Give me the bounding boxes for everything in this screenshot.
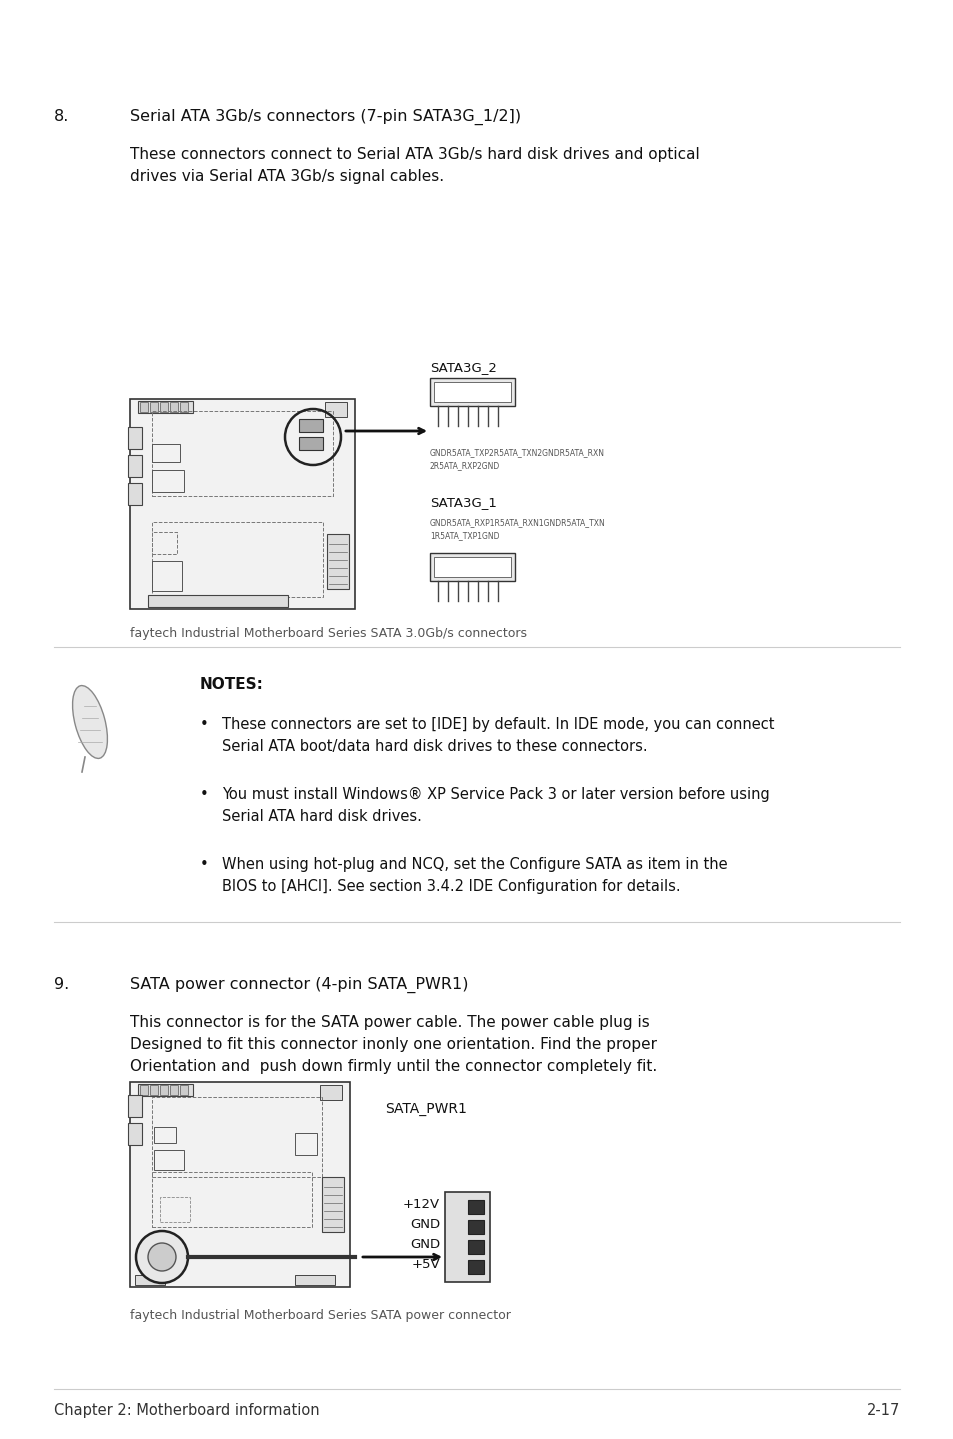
Text: •: • <box>200 717 209 732</box>
Bar <box>153 1127 175 1143</box>
Ellipse shape <box>72 685 108 758</box>
Bar <box>130 399 355 609</box>
Bar <box>128 484 142 505</box>
Text: +5V: +5V <box>411 1259 439 1272</box>
Text: 2R5ATA_RXP2GND: 2R5ATA_RXP2GND <box>430 460 499 471</box>
Text: faytech Industrial Motherboard Series SATA power connector: faytech Industrial Motherboard Series SA… <box>130 1309 511 1322</box>
Bar <box>130 1082 350 1286</box>
Bar <box>322 1177 344 1232</box>
Text: drives via Serial ATA 3Gb/s signal cables.: drives via Serial ATA 3Gb/s signal cable… <box>130 168 444 184</box>
Text: 1R5ATA_TXP1GND: 1R5ATA_TXP1GND <box>430 531 499 540</box>
Circle shape <box>136 1230 188 1284</box>
Bar <box>434 381 511 401</box>
Bar <box>152 471 184 492</box>
Text: 9.: 9. <box>54 977 70 991</box>
Bar <box>140 1085 148 1095</box>
Bar <box>294 1132 316 1156</box>
Text: •: • <box>200 858 209 872</box>
Text: This connector is for the SATA power cable. The power cable plug is: This connector is for the SATA power cab… <box>130 1014 649 1030</box>
Bar <box>468 1240 483 1253</box>
Bar <box>153 1150 184 1170</box>
Bar <box>298 419 323 432</box>
Text: SATA3G_2: SATA3G_2 <box>430 361 497 374</box>
Bar <box>294 1275 335 1285</box>
Bar <box>468 1200 483 1215</box>
Text: You must install Windows® XP Service Pack 3 or later version before using: You must install Windows® XP Service Pac… <box>222 787 769 802</box>
Bar <box>170 1085 178 1095</box>
Bar <box>150 401 158 412</box>
Text: 2-17: 2-17 <box>865 1403 899 1417</box>
Bar <box>298 437 323 450</box>
Bar <box>148 594 288 607</box>
Bar <box>325 401 347 417</box>
Bar <box>180 1085 188 1095</box>
Bar <box>160 401 168 412</box>
Text: GND: GND <box>410 1239 439 1252</box>
Text: Designed to fit this connector inonly one orientation. Find the proper: Designed to fit this connector inonly on… <box>130 1038 657 1052</box>
Text: These connectors are set to [IDE] by default. In IDE mode, you can connect: These connectors are set to [IDE] by def… <box>222 717 774 732</box>
Bar <box>160 1197 190 1222</box>
Bar <box>128 455 142 476</box>
Text: SATA3G_1: SATA3G_1 <box>430 496 497 509</box>
Bar <box>152 445 180 462</box>
Bar <box>434 557 511 577</box>
Bar <box>170 401 178 412</box>
Bar <box>152 522 323 597</box>
Text: Serial ATA 3Gb/s connectors (7-pin SATA3G_1/2]): Serial ATA 3Gb/s connectors (7-pin SATA3… <box>130 109 520 125</box>
Bar <box>152 412 333 496</box>
Text: When using hot-plug and NCQ, set the Configure SATA as item in the: When using hot-plug and NCQ, set the Con… <box>222 858 727 872</box>
Circle shape <box>148 1243 175 1271</box>
Text: SATA power connector (4-pin SATA_PWR1): SATA power connector (4-pin SATA_PWR1) <box>130 977 468 993</box>
Text: GNDR5ATA_RXP1R5ATA_RXN1GNDR5ATA_TXN: GNDR5ATA_RXP1R5ATA_RXN1GNDR5ATA_TXN <box>430 518 605 527</box>
Bar <box>319 1085 341 1099</box>
Bar <box>160 1085 168 1095</box>
Bar <box>468 1261 483 1274</box>
Bar <box>152 1171 312 1227</box>
Text: Serial ATA hard disk drives.: Serial ATA hard disk drives. <box>222 809 421 825</box>
Bar <box>135 1275 165 1285</box>
Bar <box>327 534 349 589</box>
Text: faytech Industrial Motherboard Series SATA 3.0Gb/s connectors: faytech Industrial Motherboard Series SA… <box>130 627 526 640</box>
Bar <box>468 1220 483 1235</box>
Text: SATA_PWR1: SATA_PWR1 <box>385 1102 466 1117</box>
Text: GND: GND <box>410 1219 439 1232</box>
Bar <box>152 561 182 591</box>
Bar <box>430 378 515 406</box>
Text: Chapter 2: Motherboard information: Chapter 2: Motherboard information <box>54 1403 319 1417</box>
Bar <box>138 1084 193 1097</box>
Text: Serial ATA boot/data hard disk drives to these connectors.: Serial ATA boot/data hard disk drives to… <box>222 740 647 754</box>
Text: +12V: +12V <box>402 1199 439 1212</box>
Bar <box>430 553 515 581</box>
Text: These connectors connect to Serial ATA 3Gb/s hard disk drives and optical: These connectors connect to Serial ATA 3… <box>130 147 699 163</box>
Text: Orientation and  push down firmly until the connector completely fit.: Orientation and push down firmly until t… <box>130 1059 657 1073</box>
Text: NOTES:: NOTES: <box>200 676 264 692</box>
Bar <box>152 532 177 554</box>
Bar <box>128 1122 142 1145</box>
Bar <box>180 401 188 412</box>
Bar <box>152 1097 322 1177</box>
Bar <box>128 1095 142 1117</box>
Text: GNDR5ATA_TXP2R5ATA_TXN2GNDR5ATA_RXN: GNDR5ATA_TXP2R5ATA_TXN2GNDR5ATA_RXN <box>430 448 604 458</box>
Bar <box>444 1191 490 1282</box>
Bar <box>128 427 142 449</box>
Text: 8.: 8. <box>54 109 70 124</box>
Bar <box>150 1085 158 1095</box>
Bar <box>138 401 193 413</box>
Text: •: • <box>200 787 209 802</box>
Bar <box>140 401 148 412</box>
Text: BIOS to [AHCI]. See section 3.4.2 IDE Configuration for details.: BIOS to [AHCI]. See section 3.4.2 IDE Co… <box>222 879 679 894</box>
